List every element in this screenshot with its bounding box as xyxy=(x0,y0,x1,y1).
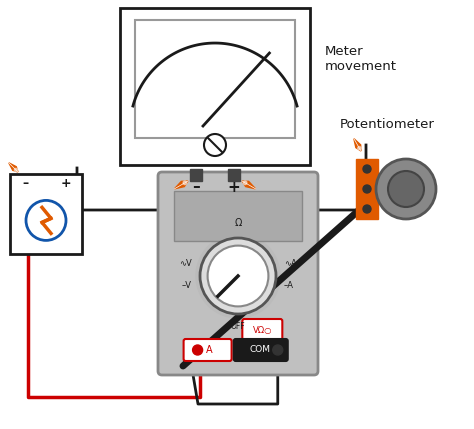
Circle shape xyxy=(376,159,436,219)
Polygon shape xyxy=(9,163,18,172)
Bar xyxy=(190,169,202,181)
Circle shape xyxy=(183,181,187,184)
FancyBboxPatch shape xyxy=(234,339,288,361)
Polygon shape xyxy=(174,181,188,189)
Circle shape xyxy=(363,185,371,193)
Text: –: – xyxy=(23,177,29,190)
Polygon shape xyxy=(242,181,255,189)
Circle shape xyxy=(14,168,18,171)
Text: A: A xyxy=(206,345,213,355)
Text: –V: –V xyxy=(182,281,192,290)
Circle shape xyxy=(200,238,276,314)
FancyBboxPatch shape xyxy=(183,339,232,361)
Text: ∿V: ∿V xyxy=(179,260,192,269)
Text: ∿A: ∿A xyxy=(284,260,297,269)
FancyBboxPatch shape xyxy=(158,172,318,375)
Circle shape xyxy=(26,200,66,240)
Bar xyxy=(356,159,378,219)
Circle shape xyxy=(208,245,268,306)
Text: VΩ○: VΩ○ xyxy=(253,326,272,335)
Circle shape xyxy=(196,234,280,318)
Circle shape xyxy=(363,165,371,173)
Text: +: + xyxy=(61,177,72,190)
Circle shape xyxy=(192,345,202,355)
Text: OFF: OFF xyxy=(231,322,246,331)
Bar xyxy=(228,169,240,181)
Bar xyxy=(120,8,310,165)
Circle shape xyxy=(363,205,371,213)
Text: Meter
movement: Meter movement xyxy=(325,45,397,73)
Bar xyxy=(135,20,295,138)
Circle shape xyxy=(204,134,226,156)
Bar xyxy=(10,174,82,254)
Text: Potentiometer: Potentiometer xyxy=(340,118,435,130)
Circle shape xyxy=(243,181,247,184)
Text: +: + xyxy=(228,179,240,194)
Text: Ω: Ω xyxy=(234,218,242,228)
Bar xyxy=(174,191,302,241)
Circle shape xyxy=(358,146,361,150)
Text: –: – xyxy=(192,179,200,194)
Text: COM: COM xyxy=(249,345,270,354)
Polygon shape xyxy=(354,139,361,151)
Text: –A: –A xyxy=(284,281,294,290)
FancyBboxPatch shape xyxy=(242,319,283,341)
Circle shape xyxy=(388,171,424,207)
Circle shape xyxy=(273,345,283,355)
